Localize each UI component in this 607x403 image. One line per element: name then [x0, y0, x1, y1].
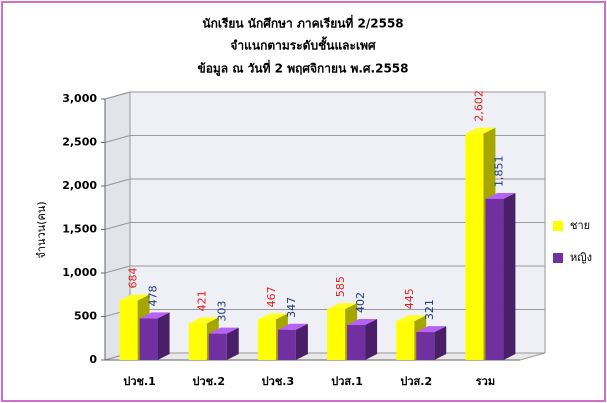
grid-line: [104, 265, 545, 274]
value-label: 445: [403, 288, 416, 309]
bar-side: [365, 319, 378, 360]
legend-swatch: [553, 221, 563, 231]
bar-top: [188, 317, 219, 324]
y-tick-label: 2,000: [62, 179, 97, 192]
bar: [416, 332, 435, 360]
bar: [347, 325, 366, 360]
y-tick-label: 0: [89, 353, 97, 366]
value-label: 1,851: [492, 155, 505, 186]
value-label: 303: [216, 301, 229, 322]
bar-top: [416, 326, 447, 333]
bar: [188, 323, 207, 360]
bar: [139, 318, 158, 360]
bar: [119, 300, 138, 360]
y-axis-label: จำนวน(คน): [35, 201, 48, 258]
grid-line: [104, 178, 545, 187]
bar-side: [434, 326, 447, 360]
bar: [208, 333, 227, 360]
x-tick-label: ปวส.1: [331, 375, 363, 388]
value-label: 321: [423, 299, 436, 320]
x-tick-label: ปวส.2: [400, 375, 432, 388]
bar: [277, 329, 296, 360]
grid-line: [104, 135, 545, 143]
y-tick-label: 3,000: [62, 92, 97, 105]
bar-top: [465, 127, 496, 134]
bar-side: [226, 327, 239, 360]
bar-top: [327, 303, 358, 310]
bar: [396, 321, 415, 360]
value-label: 478: [147, 285, 160, 306]
bar-side: [295, 323, 308, 360]
bar-side: [157, 312, 170, 360]
bar-top: [277, 323, 308, 330]
x-tick-label: รวม: [476, 375, 495, 388]
grid-line: [104, 91, 545, 100]
y-tick-label: 1,000: [62, 266, 97, 279]
y-tick-label: 500: [74, 310, 97, 323]
x-tick-label: ปวช.3: [262, 375, 294, 388]
bar-top: [396, 315, 427, 322]
value-label: 347: [285, 297, 298, 318]
bar-top: [208, 327, 239, 334]
value-label: 402: [354, 292, 367, 313]
bar-top: [139, 312, 170, 319]
bar-top: [347, 319, 378, 326]
value-label: 585: [334, 276, 347, 297]
bar-top: [119, 294, 150, 301]
value-label: 467: [265, 286, 278, 307]
legend-swatch: [553, 253, 563, 263]
value-label: 421: [196, 290, 209, 311]
value-label: 2,602: [472, 90, 485, 122]
bar: [327, 309, 346, 360]
grid-line: [104, 222, 545, 230]
chart-subtitle: จำแนกตามระดับชั้นและเพศ: [230, 36, 376, 53]
bar-side: [503, 192, 516, 360]
x-tick-label: ปวช.1: [123, 375, 155, 388]
y-tick-label: 2,500: [62, 136, 97, 149]
chart-subtitle: ข้อมูล ณ วันที่ 2 พฤศจิกายน พ.ศ.2558: [197, 60, 408, 77]
bar-top: [257, 313, 288, 320]
x-tick-label: ปวช.2: [193, 375, 225, 388]
bar: [257, 319, 276, 360]
legend-label: หญิง: [570, 251, 592, 264]
bar-top: [485, 192, 516, 199]
bar: [465, 133, 484, 360]
legend-label: ชาย: [570, 219, 590, 232]
bar: [485, 198, 504, 360]
chart-title: นักเรียน นักศึกษา ภาคเรียนที่ 2/2558: [202, 15, 403, 31]
y-tick-label: 1,500: [62, 223, 97, 236]
value-label: 684: [127, 267, 140, 288]
